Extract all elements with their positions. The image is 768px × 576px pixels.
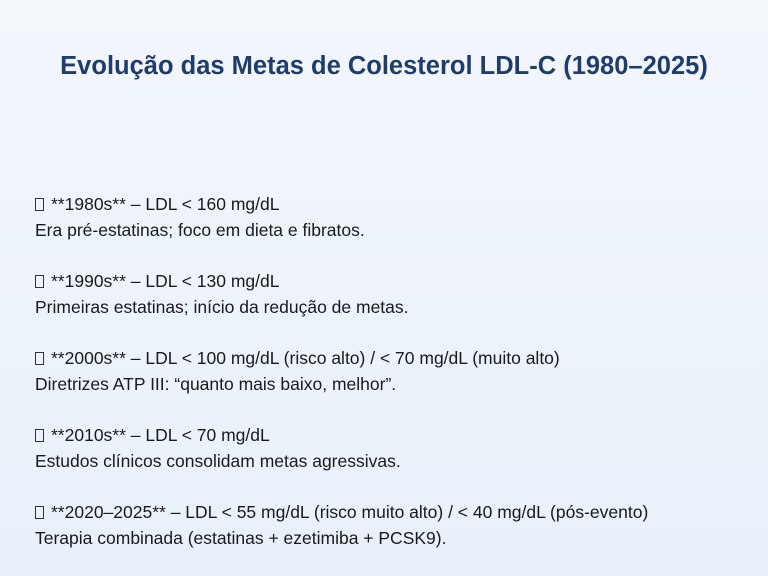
- timeline-entry-1980s: **1980s** – LDL < 160 mg/dL Era pré-esta…: [35, 191, 755, 243]
- timeline-entry-2020-2025: **2020–2025** – LDL < 55 mg/dL (risco mu…: [35, 499, 755, 551]
- entry-heading-line: **1980s** – LDL < 160 mg/dL: [35, 191, 755, 217]
- entry-description: Diretrizes ATP III: “quanto mais baixo, …: [35, 374, 397, 394]
- entry-description: Estudos clínicos consolidam metas agress…: [35, 451, 401, 471]
- entry-heading: **2020–2025** – LDL < 55 mg/dL (risco mu…: [51, 502, 649, 522]
- timeline-entry-2000s: **2000s** – LDL < 100 mg/dL (risco alto)…: [35, 345, 755, 397]
- missing-glyph-icon: [35, 352, 44, 365]
- timeline-entry-2010s: **2010s** – LDL < 70 mg/dL Estudos clíni…: [35, 422, 755, 474]
- entry-description: Primeiras estatinas; início da redução d…: [35, 297, 409, 317]
- missing-glyph-icon: [35, 275, 44, 288]
- missing-glyph-icon: [35, 198, 44, 211]
- missing-glyph-icon: [35, 429, 44, 442]
- missing-glyph-icon: [35, 506, 44, 519]
- entry-heading-line: **1990s** – LDL < 130 mg/dL: [35, 268, 755, 294]
- entry-heading: **2000s** – LDL < 100 mg/dL (risco alto)…: [51, 348, 560, 368]
- entry-description: Era pré-estatinas; foco em dieta e fibra…: [35, 220, 365, 240]
- timeline-entry-1990s: **1990s** – LDL < 130 mg/dL Primeiras es…: [35, 268, 755, 320]
- entry-description: Terapia combinada (estatinas + ezetimiba…: [35, 528, 447, 548]
- slide-title: Evolução das Metas de Colesterol LDL-C (…: [60, 52, 708, 80]
- entry-heading: **1990s** – LDL < 130 mg/dL: [51, 271, 280, 291]
- entry-heading: **2010s** – LDL < 70 mg/dL: [51, 425, 270, 445]
- entry-heading-line: **2000s** – LDL < 100 mg/dL (risco alto)…: [35, 345, 755, 371]
- entry-heading: **1980s** – LDL < 160 mg/dL: [51, 194, 280, 214]
- entry-heading-line: **2020–2025** – LDL < 55 mg/dL (risco mu…: [35, 499, 755, 525]
- entry-heading-line: **2010s** – LDL < 70 mg/dL: [35, 422, 755, 448]
- timeline-list: **1980s** – LDL < 160 mg/dL Era pré-esta…: [35, 191, 755, 576]
